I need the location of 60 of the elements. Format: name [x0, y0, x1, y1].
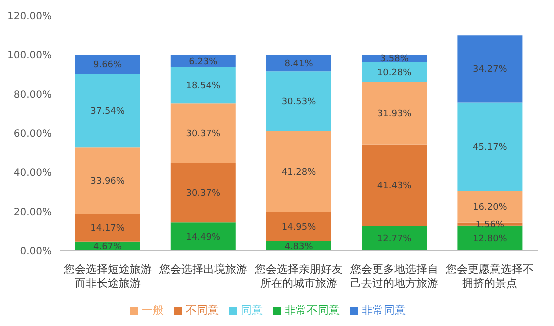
data-label: 45.17%: [473, 142, 508, 153]
data-label: 3.58%: [380, 54, 410, 65]
data-label: 37.54%: [90, 106, 126, 117]
y-tick-label: 0.00%: [20, 246, 52, 258]
data-label: 30.37%: [186, 188, 221, 199]
legend-label: 一般: [142, 304, 164, 317]
y-tick-label: 40.00%: [14, 168, 52, 180]
bar: [362, 226, 428, 251]
data-label: 30.37%: [186, 129, 221, 140]
bar: [458, 36, 523, 103]
bar: [170, 163, 236, 223]
data-label: 4.83%: [284, 242, 314, 252]
data-label: 33.96%: [90, 176, 126, 187]
y-tick-label: 60.00%: [14, 129, 52, 140]
legend-label: 同意: [241, 304, 263, 317]
data-label: 41.43%: [377, 181, 412, 192]
x-tick-label: 您会选择短途旅游而非长途旅游: [62, 263, 152, 290]
data-label: 12.77%: [377, 234, 412, 244]
data-label: 6.23%: [189, 57, 218, 68]
bar: [75, 148, 140, 214]
bar: [170, 104, 236, 164]
bar: [266, 72, 332, 132]
y-tick-label: 120.00%: [8, 12, 52, 23]
bar: [458, 102, 523, 192]
y-tick-label: 80.00%: [14, 90, 52, 101]
x-tick-label: 您会选择亲朋好友所在的城市旅游: [254, 263, 343, 290]
data-label: 30.53%: [282, 98, 317, 108]
data-label: 10.28%: [377, 68, 412, 78]
legend-label: 非常同意: [362, 304, 406, 317]
y-tick-label: 100.00%: [8, 50, 52, 62]
data-label: 14.95%: [282, 222, 317, 233]
bar: [266, 212, 332, 242]
bar: [362, 82, 428, 145]
data-label: 31.93%: [377, 110, 412, 120]
bar: [170, 55, 236, 68]
data-label: 16.20%: [473, 203, 508, 214]
x-tick-label: 您会更多地选择自己去过的地方旅游: [350, 263, 439, 290]
x-tick-label: 您会选择出境旅游: [158, 263, 248, 276]
bar: [75, 55, 140, 74]
data-label: 18.54%: [186, 82, 221, 92]
bar: [75, 214, 140, 242]
legend-label: 不同意: [186, 304, 219, 317]
bar: [266, 131, 332, 212]
bar: [362, 62, 428, 82]
data-label: 4.67%: [94, 242, 123, 252]
data-label: 12.80%: [473, 234, 508, 244]
data-label: 9.66%: [94, 60, 123, 71]
x-tick-label: 您会更愿意选择不拥挤的景点: [445, 263, 534, 290]
y-tick-label: 20.00%: [14, 207, 52, 218]
data-label: 34.27%: [473, 65, 508, 76]
legend-label: 非常不同意: [285, 304, 340, 317]
bar: [362, 144, 428, 226]
bar: [170, 67, 236, 104]
data-label: 14.17%: [90, 224, 126, 234]
bar: [170, 222, 236, 251]
bar: [75, 74, 140, 148]
data-label: 8.41%: [284, 59, 314, 70]
data-label: 41.28%: [282, 168, 317, 178]
bar: [266, 55, 332, 72]
data-label: 14.49%: [186, 232, 221, 243]
